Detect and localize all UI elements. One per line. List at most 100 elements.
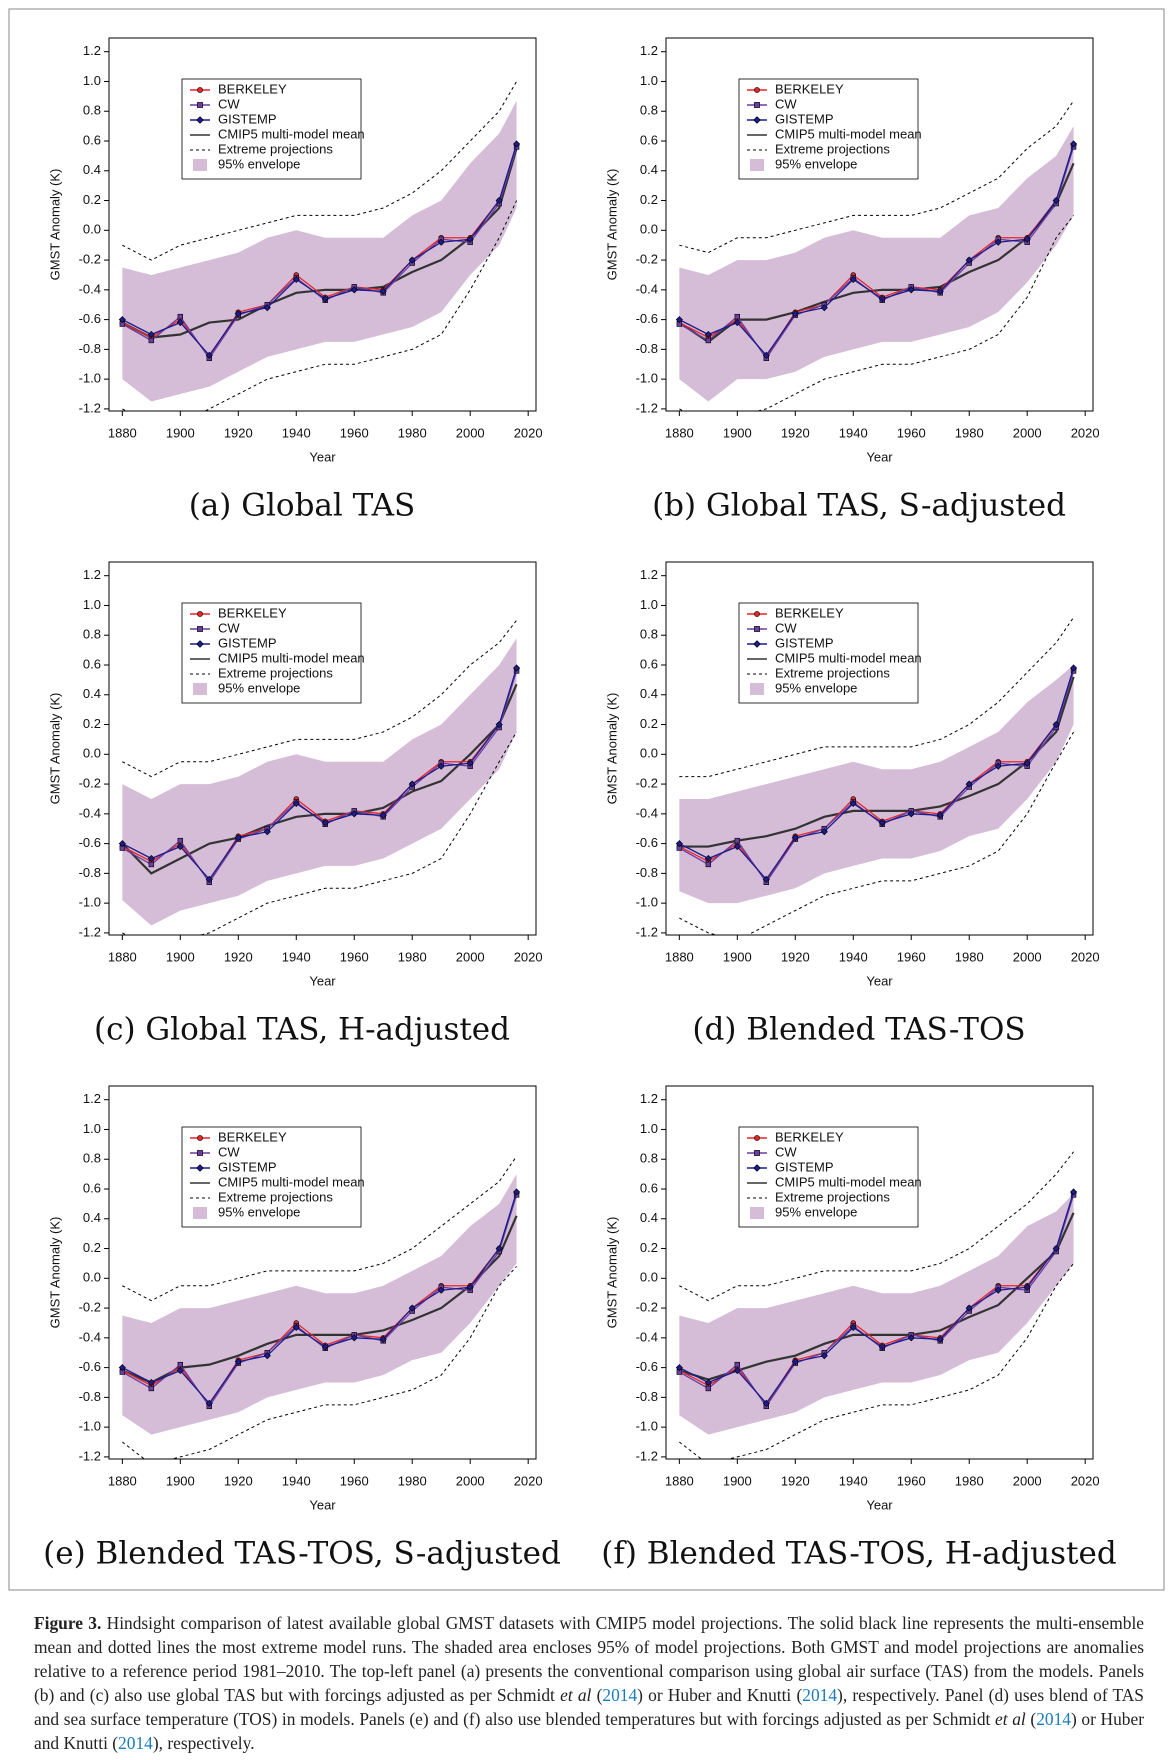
data-point [205,351,213,359]
extreme-line [122,731,518,935]
caption-label: Figure 3. [34,1613,102,1634]
x-tick-label: 1920 [224,425,253,440]
caption-text: ( [591,1685,603,1706]
y-tick-label: -0.8 [79,1389,101,1404]
citation-link[interactable]: 2014 [118,1733,153,1754]
data-point [147,854,155,863]
data-point [705,337,712,344]
data-point [292,799,300,807]
x-tick-label: 2000 [456,425,485,440]
data-point [936,287,944,295]
y-tick-label: 0.4 [640,162,658,177]
extreme-line [679,617,1074,778]
data-point [513,140,521,148]
legend-label: 95% envelope [218,680,300,695]
data-point [704,854,712,863]
x-tick-label: 2020 [1071,425,1100,440]
legend-box [181,1126,362,1228]
envelope-area [679,126,1074,402]
y-tick-label: -1.0 [79,895,101,910]
data-point [350,1334,358,1342]
y-tick-label: -0.4 [636,281,658,296]
y-tick-label: 0.4 [83,1210,101,1225]
extreme-line [679,731,1075,935]
legend-box [181,78,362,180]
y-axis-label: GMST Anomaly (K) [47,1217,62,1329]
data-point [1023,235,1031,243]
data-point [176,843,184,851]
data-point [379,287,387,295]
caption-text: ), respectively. [152,1733,255,1754]
data-point [263,304,271,312]
legend-label: BERKELEY [775,1129,844,1144]
y-tick-label: 0.6 [83,132,101,147]
data-point [762,351,770,359]
x-tick-label: 1880 [108,1473,137,1488]
legend-label: CW [775,1144,797,1159]
y-tick-label: -1.2 [636,1448,658,1463]
y-tick-label: 0.0 [83,222,101,237]
x-tick-label: 1880 [665,425,694,440]
data-point [675,1364,683,1372]
data-point [495,1244,503,1253]
data-point [705,861,712,868]
data-point [907,810,915,818]
panel-caption: (d) Blended TAS-TOS [692,1012,1025,1048]
y-tick-label: -0.6 [79,311,101,326]
x-tick-label: 1920 [224,949,253,964]
x-tick-label: 1960 [897,1473,926,1488]
data-point [878,1343,886,1351]
legend-label: CMIP5 multi-model mean [775,1174,922,1189]
panel: -1.2 -1.0 -0.8 -0.6 -0.4 -0.2 0.0 0.2 0.4 0.6 0.8 1… [47,561,543,1048]
panel-caption: (b) Global TAS, S-adjusted [652,488,1066,524]
caption-text: et al [560,1685,592,1706]
data-point [704,330,712,339]
data-point [263,828,271,836]
envelope-area [122,638,517,926]
x-tick-label: 1980 [398,949,427,964]
envelope-area [679,1193,1074,1435]
x-tick-label: 1940 [282,425,311,440]
data-point [1052,196,1060,205]
data-point [148,1385,155,1392]
citation-link[interactable]: 2014 [802,1685,838,1706]
legend-label: Extreme projections [218,141,333,156]
legend-label: Extreme projections [775,1189,890,1204]
panel: -1.2 -1.0 -0.8 -0.6 -0.4 -0.2 0.0 0.2 0.4 0.6 0.8 1… [43,1085,561,1572]
data-point [762,1399,770,1407]
x-tick-label: 2020 [1071,949,1100,964]
x-tick-label: 1960 [897,949,926,964]
y-tick-label: -0.6 [636,835,658,850]
envelope-area [679,664,1074,904]
data-point [292,275,300,283]
mean-line [678,162,1075,344]
y-tick-label: 0.6 [640,656,658,671]
y-tick-label: 0.6 [640,1180,658,1195]
y-tick-label: -1.2 [79,1448,101,1463]
data-point [148,861,155,868]
data-point [704,1378,712,1387]
x-tick-label: 1900 [723,949,752,964]
y-tick-label: 0.2 [640,716,658,731]
extreme-line [122,620,517,778]
y-tick-label: 1.2 [83,1091,101,1106]
x-axis-label: Year [866,1497,893,1512]
panel-caption: (c) Global TAS, H-adjusted [94,1012,510,1048]
data-point [820,304,828,312]
citation-link[interactable]: 2014 [1036,1709,1071,1730]
y-tick-label: 0.8 [83,1151,101,1166]
data-point [1023,759,1031,767]
y-tick-label: -0.8 [79,341,101,356]
y-axis-label: GMST Anomaly (K) [604,169,619,281]
plot-frame [108,37,537,412]
y-tick-label: -1.0 [79,1419,101,1434]
y-tick-label: 0.8 [83,103,101,118]
x-tick-label: 1960 [340,949,369,964]
y-tick-label: -1.0 [636,1419,658,1434]
panel: -1.2 -1.0 -0.8 -0.6 -0.4 -0.2 0.0 0.2 0.4 0.6 0.8 1… [601,1085,1117,1572]
plot-area [118,81,521,411]
data-point [147,1378,155,1387]
citation-link[interactable]: 2014 [602,1685,638,1706]
legend-swatch [750,1207,764,1219]
